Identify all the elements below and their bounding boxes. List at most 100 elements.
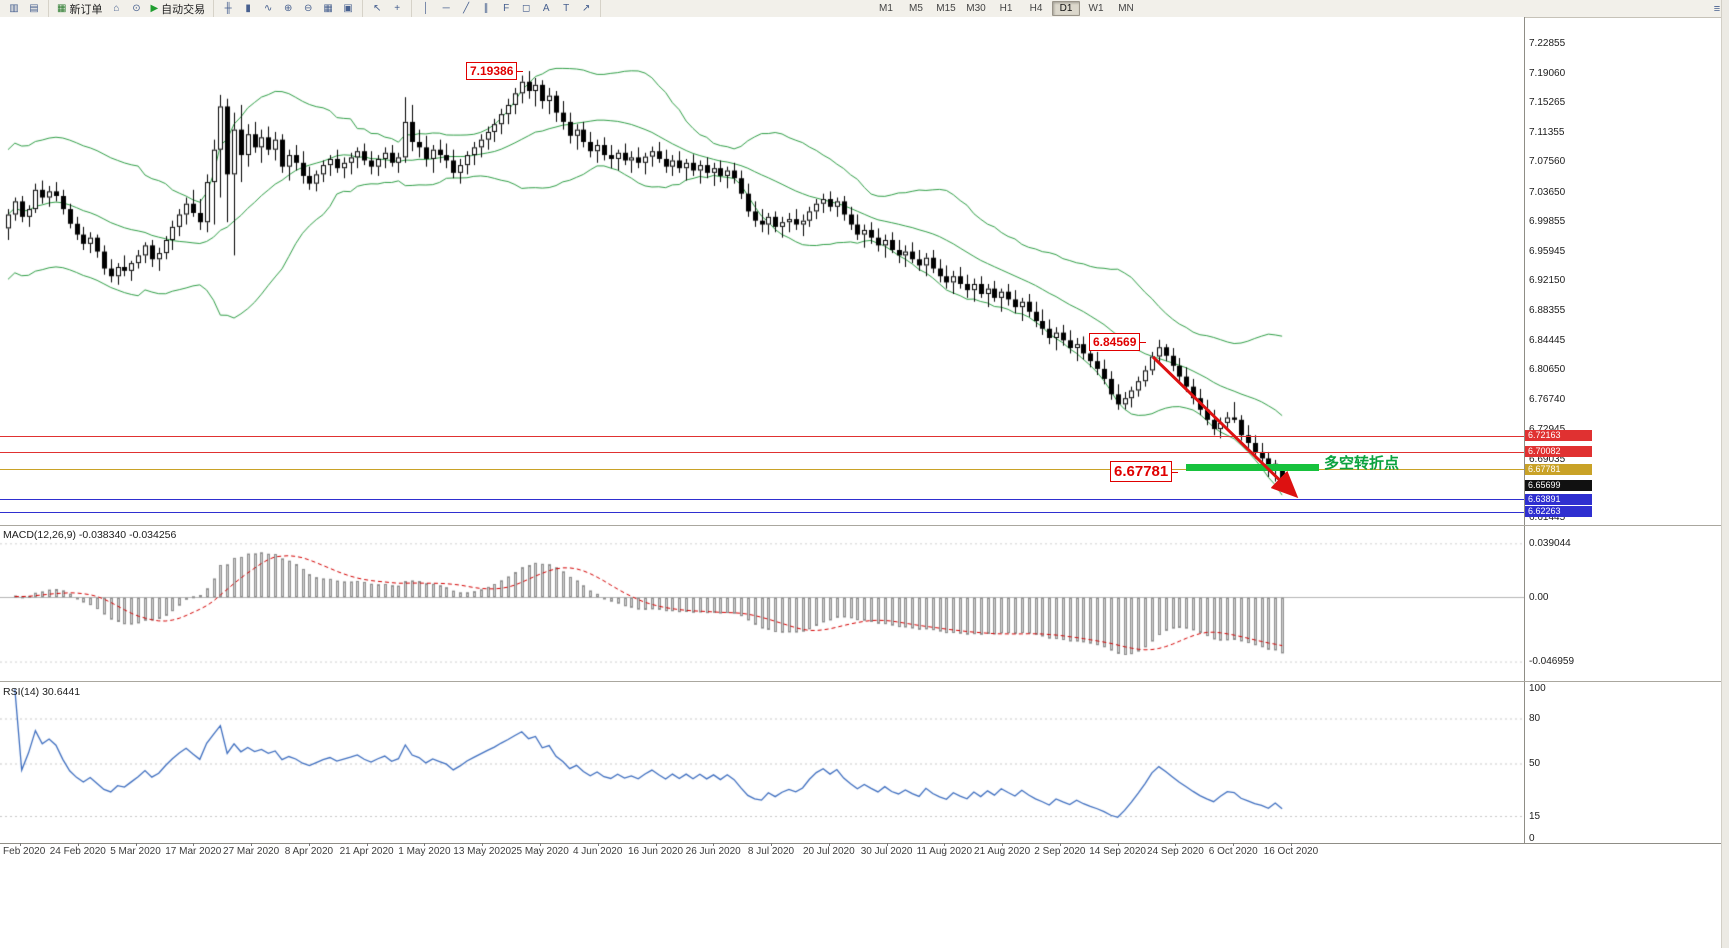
date-label: 6 Oct 2020 — [1208, 846, 1258, 857]
price-tag-6.63891: 6.63891 — [1525, 493, 1592, 505]
price-tick: 6.88355 — [1529, 304, 1566, 316]
shapes-icon-icon: ◻ — [522, 3, 531, 14]
fibonacci-icon[interactable]: F — [497, 1, 515, 16]
tile-windows-icon-icon: ▦ — [323, 3, 333, 14]
history-icon-icon: ⊙ — [132, 3, 141, 14]
toolbar-group-trade: ▦ 新订单 ⌂ ⊙ ▶ 自动交易 — [49, 0, 215, 17]
history-icon[interactable]: ⊙ — [127, 1, 145, 16]
panel-separator[interactable] — [0, 681, 1729, 682]
date-tick — [539, 843, 541, 846]
new-order-button[interactable]: ▦ 新订单 — [54, 1, 105, 16]
date-label: 24 Feb 2020 — [49, 846, 106, 857]
price-tick: 6.76740 — [1529, 394, 1566, 406]
profiles-icon-icon: ▤ — [29, 3, 39, 14]
horizontal-line-6.67781[interactable] — [0, 469, 1524, 471]
text-icon[interactable]: A — [537, 1, 555, 16]
rsi-axis-tick: 50 — [1529, 758, 1541, 769]
date-tick — [1233, 843, 1235, 846]
price-callout-lower-high[interactable]: 6.84569 — [1089, 333, 1147, 351]
price-tag-6.62263: 6.62263 — [1525, 506, 1592, 518]
rsi-label: RSI(14) 30.6441 — [3, 686, 81, 698]
timeframe-mn-button[interactable]: MN — [1118, 3, 1134, 14]
time-axis-line — [0, 843, 1729, 844]
timeframe-h4-button[interactable]: H4 — [1029, 3, 1043, 14]
bar-chart-icon[interactable]: ╫ — [219, 1, 237, 16]
price-tick: 6.95945 — [1529, 246, 1566, 257]
date-label: 16 Oct 2020 — [1263, 846, 1319, 857]
horizontal-line-6.70082[interactable] — [0, 451, 1524, 453]
new-chart-icon-icon: ▥ — [9, 3, 19, 14]
date-label: 25 May 2020 — [510, 846, 569, 857]
price-callout-support[interactable]: 6.67781 — [1110, 461, 1179, 482]
channel-icon[interactable]: ∥ — [477, 1, 495, 16]
auto-arrange-icon-icon: ▣ — [343, 3, 353, 14]
crosshair-icon-icon: + — [394, 3, 401, 14]
price-tag-6.70082: 6.70082 — [1525, 446, 1592, 458]
rsi-axis-tick: 100 — [1529, 683, 1546, 694]
price-tick: 7.15265 — [1529, 96, 1566, 108]
date-tick — [308, 843, 310, 846]
tile-windows-icon[interactable]: ▦ — [319, 1, 337, 16]
support-zone-bar[interactable] — [1186, 464, 1319, 471]
timeframe-m30-button[interactable]: M30 — [966, 3, 986, 14]
shapes-icon[interactable]: ◻ — [517, 1, 535, 16]
macd-panel-canvas[interactable] — [0, 526, 1524, 680]
cursor-icon-icon: ↖ — [372, 3, 382, 14]
panel-separator[interactable] — [0, 525, 1729, 526]
label-icon[interactable]: T — [557, 1, 575, 16]
date-tick — [771, 843, 772, 846]
date-label: 24 Sep 2020 — [1147, 846, 1204, 857]
vertical-line-icon[interactable]: │ — [417, 1, 435, 16]
toolbar-group-draw-tools: │ ─ ╱ ∥ F ◻ A T ↗ — [412, 0, 602, 17]
candlestick-chart-icon[interactable]: ▮ — [239, 1, 257, 16]
date-tick — [655, 843, 657, 846]
cursor-icon[interactable]: ↖ — [368, 1, 386, 16]
horizontal-line-icon[interactable]: ─ — [437, 1, 455, 16]
zoom-in-icon[interactable]: ⊕ — [279, 1, 297, 16]
crosshair-icon[interactable]: + — [388, 1, 406, 16]
expert-advisors-icon-icon: ⌂ — [113, 3, 120, 14]
horizontal-line-6.62263[interactable] — [0, 511, 1524, 513]
price-tick: 7.03650 — [1529, 186, 1566, 198]
zoom-out-icon[interactable]: ⊖ — [299, 1, 317, 16]
date-label: 2 Sep 2020 — [1034, 846, 1086, 857]
expert-advisors-icon[interactable]: ⌂ — [107, 1, 125, 16]
horizontal-line-6.72163[interactable] — [0, 435, 1524, 437]
price-tick: 7.11355 — [1529, 127, 1565, 138]
date-label: 26 Jun 2020 — [685, 846, 741, 857]
horizontal-line-icon-icon: ─ — [442, 3, 450, 14]
line-chart-icon[interactable]: ∿ — [259, 1, 277, 16]
window-scrollbar[interactable] — [1721, 0, 1729, 948]
timeframe-m15-button[interactable]: M15 — [936, 3, 956, 14]
trendline-icon-icon: ╱ — [463, 3, 470, 14]
horizontal-line-6.63891[interactable] — [0, 499, 1524, 501]
date-tick — [366, 843, 368, 846]
new-chart-icon[interactable]: ▥ — [5, 1, 23, 16]
annotation-note[interactable]: 多空转折点 — [1324, 455, 1400, 472]
price-callout-high[interactable]: 7.19386 — [466, 62, 524, 80]
date-tick — [135, 843, 137, 846]
rsi-panel-canvas[interactable] — [0, 683, 1524, 842]
arrows-icon[interactable]: ↗ — [577, 1, 595, 16]
trendline-icon[interactable]: ╱ — [457, 1, 475, 16]
timeframe-m1-button[interactable]: M1 — [879, 3, 893, 14]
price-tick: 6.61445 — [1529, 512, 1566, 524]
auto-arrange-icon[interactable]: ▣ — [339, 1, 357, 16]
date-label: 30 Jul 2020 — [860, 846, 913, 857]
new-order-button-label: 新订单 — [69, 3, 103, 16]
fibonacci-icon-icon: F — [503, 3, 510, 14]
profiles-icon[interactable]: ▤ — [25, 1, 43, 16]
main-chart-canvas[interactable] — [0, 17, 1524, 520]
date-tick — [1175, 843, 1177, 846]
autotrading-button-label: 自动交易 — [161, 3, 206, 16]
timeframe-h1-button[interactable]: H1 — [999, 3, 1013, 14]
timeframe-d1-button[interactable]: D1 — [1052, 1, 1080, 16]
timeframe-w1-button[interactable]: W1 — [1088, 3, 1104, 14]
chart-list-icon[interactable]: ≡ — [1713, 2, 1721, 15]
timeframe-m5-button[interactable]: M5 — [909, 3, 923, 14]
autotrading-button[interactable]: ▶ 自动交易 — [147, 1, 208, 16]
date-tick — [1059, 843, 1061, 846]
date-label: 17 Mar 2020 — [165, 846, 222, 857]
price-tick: 6.92150 — [1529, 275, 1566, 287]
